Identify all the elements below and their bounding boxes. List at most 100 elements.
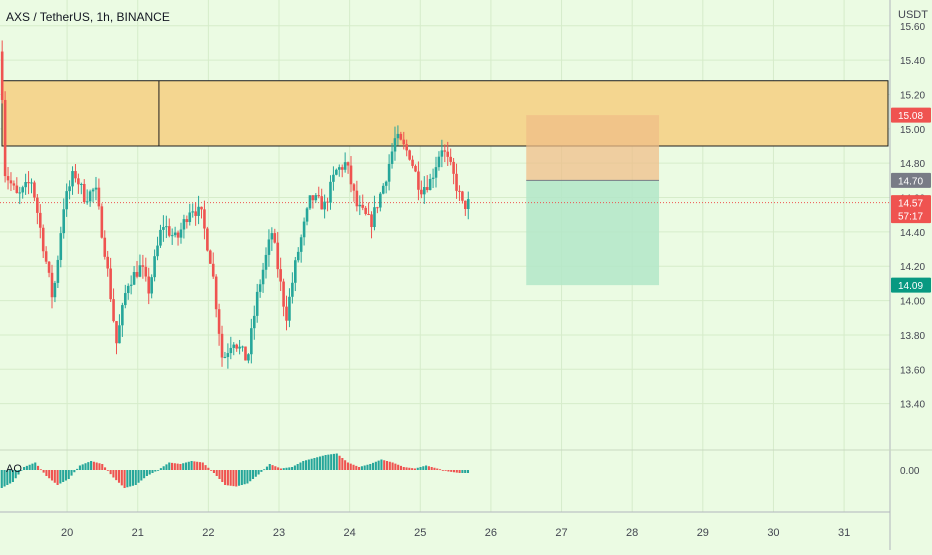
ao-bar xyxy=(302,461,305,470)
candle-body xyxy=(276,242,280,270)
ao-bar xyxy=(42,470,45,473)
ao-bar xyxy=(106,470,109,471)
candle-body xyxy=(24,182,27,188)
x-tick-label: 31 xyxy=(838,527,850,539)
candle-body xyxy=(62,209,66,234)
candle-body xyxy=(188,212,192,223)
candle-body xyxy=(203,209,206,229)
candle-body xyxy=(15,185,19,193)
candle-body xyxy=(208,250,212,264)
ao-bar xyxy=(265,466,269,470)
candle-body xyxy=(229,347,233,354)
candle-body xyxy=(197,206,200,216)
ao-bar xyxy=(187,461,190,470)
candle-body xyxy=(258,284,262,292)
ao-bar xyxy=(62,470,65,482)
ao-bar xyxy=(464,470,467,473)
x-tick-label: 20 xyxy=(61,527,73,539)
candle-body xyxy=(320,196,323,210)
ao-bar xyxy=(201,462,204,470)
price-label-current: 14.57 xyxy=(898,199,923,210)
candle-body xyxy=(364,207,367,214)
ao-bar xyxy=(466,470,470,473)
candle-body xyxy=(411,159,414,166)
ao-bar xyxy=(271,465,274,470)
ao-bar xyxy=(45,470,48,476)
candle-body xyxy=(3,99,7,177)
ao-bar xyxy=(232,470,235,487)
candle-body xyxy=(9,180,13,184)
ao-bar xyxy=(31,463,34,470)
candle-body xyxy=(50,272,54,298)
ao-bar xyxy=(25,465,28,470)
candle-body xyxy=(71,171,74,187)
ao-bar xyxy=(17,470,20,475)
y-tick-label: 13.60 xyxy=(900,365,925,376)
candle-body xyxy=(461,191,464,201)
ao-bar xyxy=(257,470,260,475)
ao-bar xyxy=(388,461,391,470)
ao-bar xyxy=(405,467,408,470)
candle-body xyxy=(431,177,435,179)
ao-bar xyxy=(50,470,54,481)
price-label-stop: 15.08 xyxy=(898,111,923,122)
ao-bar xyxy=(224,470,227,485)
ao-bar xyxy=(59,470,62,484)
candle-body xyxy=(314,195,318,201)
ao-bar xyxy=(355,465,358,470)
candle-body xyxy=(126,285,130,294)
candle-body xyxy=(332,174,335,182)
candle-body xyxy=(159,229,162,246)
x-tick-label: 23 xyxy=(273,527,285,539)
candle-body xyxy=(94,187,98,190)
ao-bar xyxy=(168,462,171,470)
ao-bar xyxy=(358,467,361,470)
ao-bar xyxy=(307,459,310,470)
ao-bar xyxy=(254,470,257,477)
y-tick-label: 15.40 xyxy=(900,56,925,67)
ao-bar xyxy=(349,463,352,470)
ao-bar xyxy=(182,463,185,470)
candle-body xyxy=(56,259,60,283)
candle-body xyxy=(455,173,458,191)
candle-body xyxy=(279,269,282,282)
candle-body xyxy=(405,144,408,151)
ao-bar xyxy=(363,465,366,470)
candle-body xyxy=(211,263,215,277)
candle-body xyxy=(68,186,71,192)
candle-body xyxy=(135,272,139,277)
ao-bar xyxy=(318,456,322,470)
candle-body xyxy=(179,229,183,238)
candle-body xyxy=(112,299,115,322)
price-label-target-bg xyxy=(891,277,931,293)
ao-bar xyxy=(101,464,104,470)
ao-bar xyxy=(207,467,210,470)
candle-body xyxy=(80,183,83,185)
candle-body xyxy=(36,197,39,213)
short-position-tool[interactable] xyxy=(526,115,660,286)
ao-bar xyxy=(20,470,23,471)
x-tick-label: 24 xyxy=(344,527,356,539)
candle-body xyxy=(77,178,80,185)
ao-bar xyxy=(279,468,282,470)
y-tick-label: 15.60 xyxy=(900,22,925,33)
candle-body xyxy=(223,356,227,358)
ao-bar xyxy=(246,470,249,484)
ao-bar xyxy=(145,470,148,476)
candle-body xyxy=(387,163,391,182)
candle-body xyxy=(100,206,104,238)
ao-bar xyxy=(56,470,59,485)
y-tick-label: 14.80 xyxy=(900,159,925,170)
ao-bar xyxy=(28,464,31,470)
ao-bar xyxy=(251,470,255,479)
resistance-zone[interactable] xyxy=(1,80,889,147)
candle-body xyxy=(393,138,397,152)
candle-body xyxy=(308,195,312,209)
ao-bar xyxy=(452,470,456,473)
ao-bar xyxy=(76,468,79,470)
ao-bar xyxy=(419,467,422,470)
candle-body xyxy=(437,156,441,168)
y-tick-label: 14.20 xyxy=(900,262,925,273)
